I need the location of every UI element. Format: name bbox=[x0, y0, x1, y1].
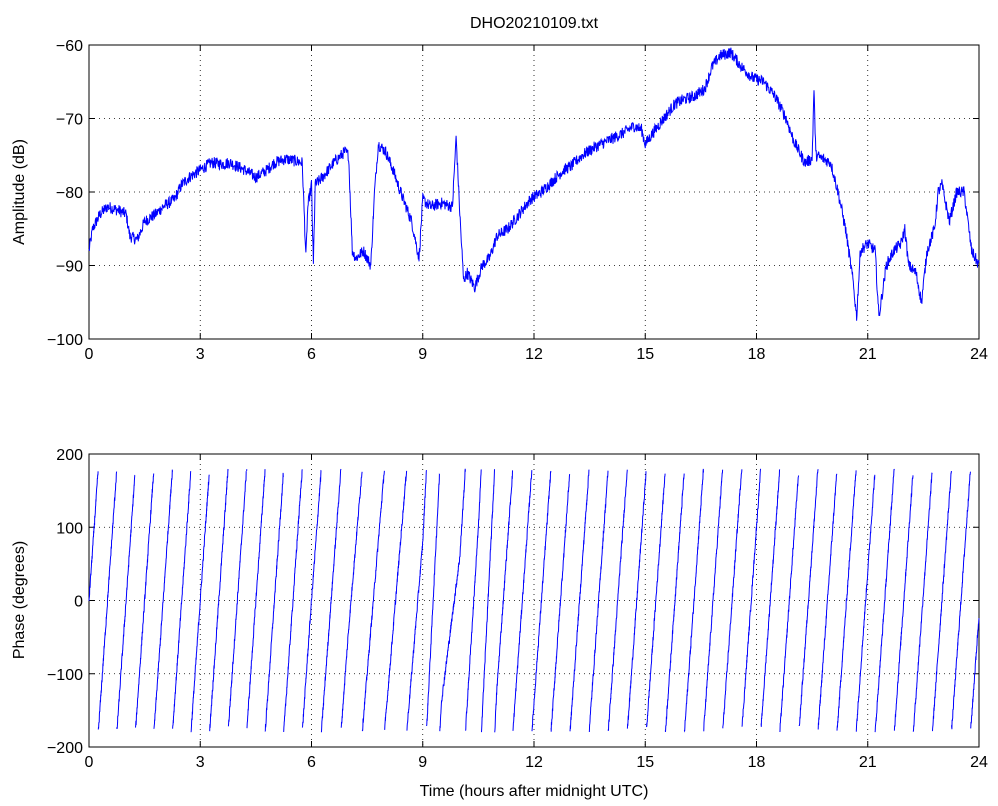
x-tick-label: 3 bbox=[196, 754, 205, 771]
y-tick-label: −60 bbox=[56, 38, 83, 55]
y-tick-label: 200 bbox=[56, 447, 83, 464]
phase-ticks: 0 3 6 9 12 15 18 21 24 −200 −100 0 100 200 bbox=[47, 447, 988, 771]
amplitude-series-line bbox=[88, 47, 980, 321]
y-tick-label: −80 bbox=[56, 185, 83, 202]
phase-xlabel: Time (hours after midnight UTC) bbox=[420, 783, 649, 800]
y-tick-label: −70 bbox=[56, 112, 83, 129]
x-tick-label: 3 bbox=[196, 346, 205, 363]
y-tick-label: −100 bbox=[47, 667, 83, 684]
x-tick-label: 21 bbox=[859, 346, 877, 363]
x-tick-label: 12 bbox=[525, 346, 543, 363]
amplitude-series bbox=[88, 47, 980, 321]
x-tick-label: 18 bbox=[748, 754, 766, 771]
y-tick-label: −200 bbox=[47, 740, 83, 757]
amplitude-grid bbox=[89, 45, 979, 339]
amplitude-ticks: 0 3 6 9 12 15 18 21 24 −100 −90 −80 −70 −60 bbox=[47, 38, 988, 363]
x-tick-label: 21 bbox=[859, 754, 877, 771]
y-tick-label: −100 bbox=[47, 332, 83, 349]
x-tick-label: 9 bbox=[418, 346, 427, 363]
y-tick-label: 100 bbox=[56, 520, 83, 537]
phase-grid bbox=[89, 454, 979, 747]
x-tick-label: 12 bbox=[525, 754, 543, 771]
phase-series-line bbox=[88, 468, 980, 733]
y-tick-label: 0 bbox=[74, 594, 83, 611]
x-tick-label: 15 bbox=[636, 754, 654, 771]
x-tick-label: 0 bbox=[85, 754, 94, 771]
phase-ylabel: Phase (degrees) bbox=[11, 541, 28, 659]
phase-series bbox=[88, 468, 980, 733]
x-tick-label: 15 bbox=[636, 346, 654, 363]
x-tick-label: 0 bbox=[85, 346, 94, 363]
x-tick-label: 6 bbox=[307, 346, 316, 363]
phase-panel: 0 3 6 9 12 15 18 21 24 −200 −100 0 100 200 Phase (deg… bbox=[11, 447, 988, 800]
amplitude-panel: DHO20210109.txt 0 3 6 9 12 15 18 21 24 −100 −90 −80… bbox=[11, 15, 988, 363]
x-tick-label: 24 bbox=[970, 346, 988, 363]
x-tick-label: 18 bbox=[748, 346, 766, 363]
x-tick-label: 9 bbox=[418, 754, 427, 771]
amplitude-ylabel: Amplitude (dB) bbox=[11, 139, 28, 245]
chart-title: DHO20210109.txt bbox=[470, 15, 599, 32]
y-tick-label: −90 bbox=[56, 259, 83, 276]
x-tick-label: 24 bbox=[970, 754, 988, 771]
x-tick-label: 6 bbox=[307, 754, 316, 771]
